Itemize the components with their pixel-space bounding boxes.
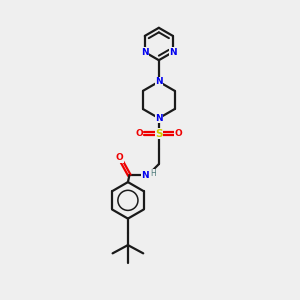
Text: S: S [155, 128, 163, 139]
Text: O: O [135, 129, 143, 138]
Text: N: N [155, 114, 163, 123]
Text: O: O [175, 129, 182, 138]
Text: N: N [141, 48, 148, 57]
Text: O: O [116, 153, 124, 162]
Text: N: N [155, 77, 163, 86]
Text: N: N [169, 48, 177, 57]
Text: N: N [142, 171, 149, 180]
Text: H: H [150, 169, 156, 178]
